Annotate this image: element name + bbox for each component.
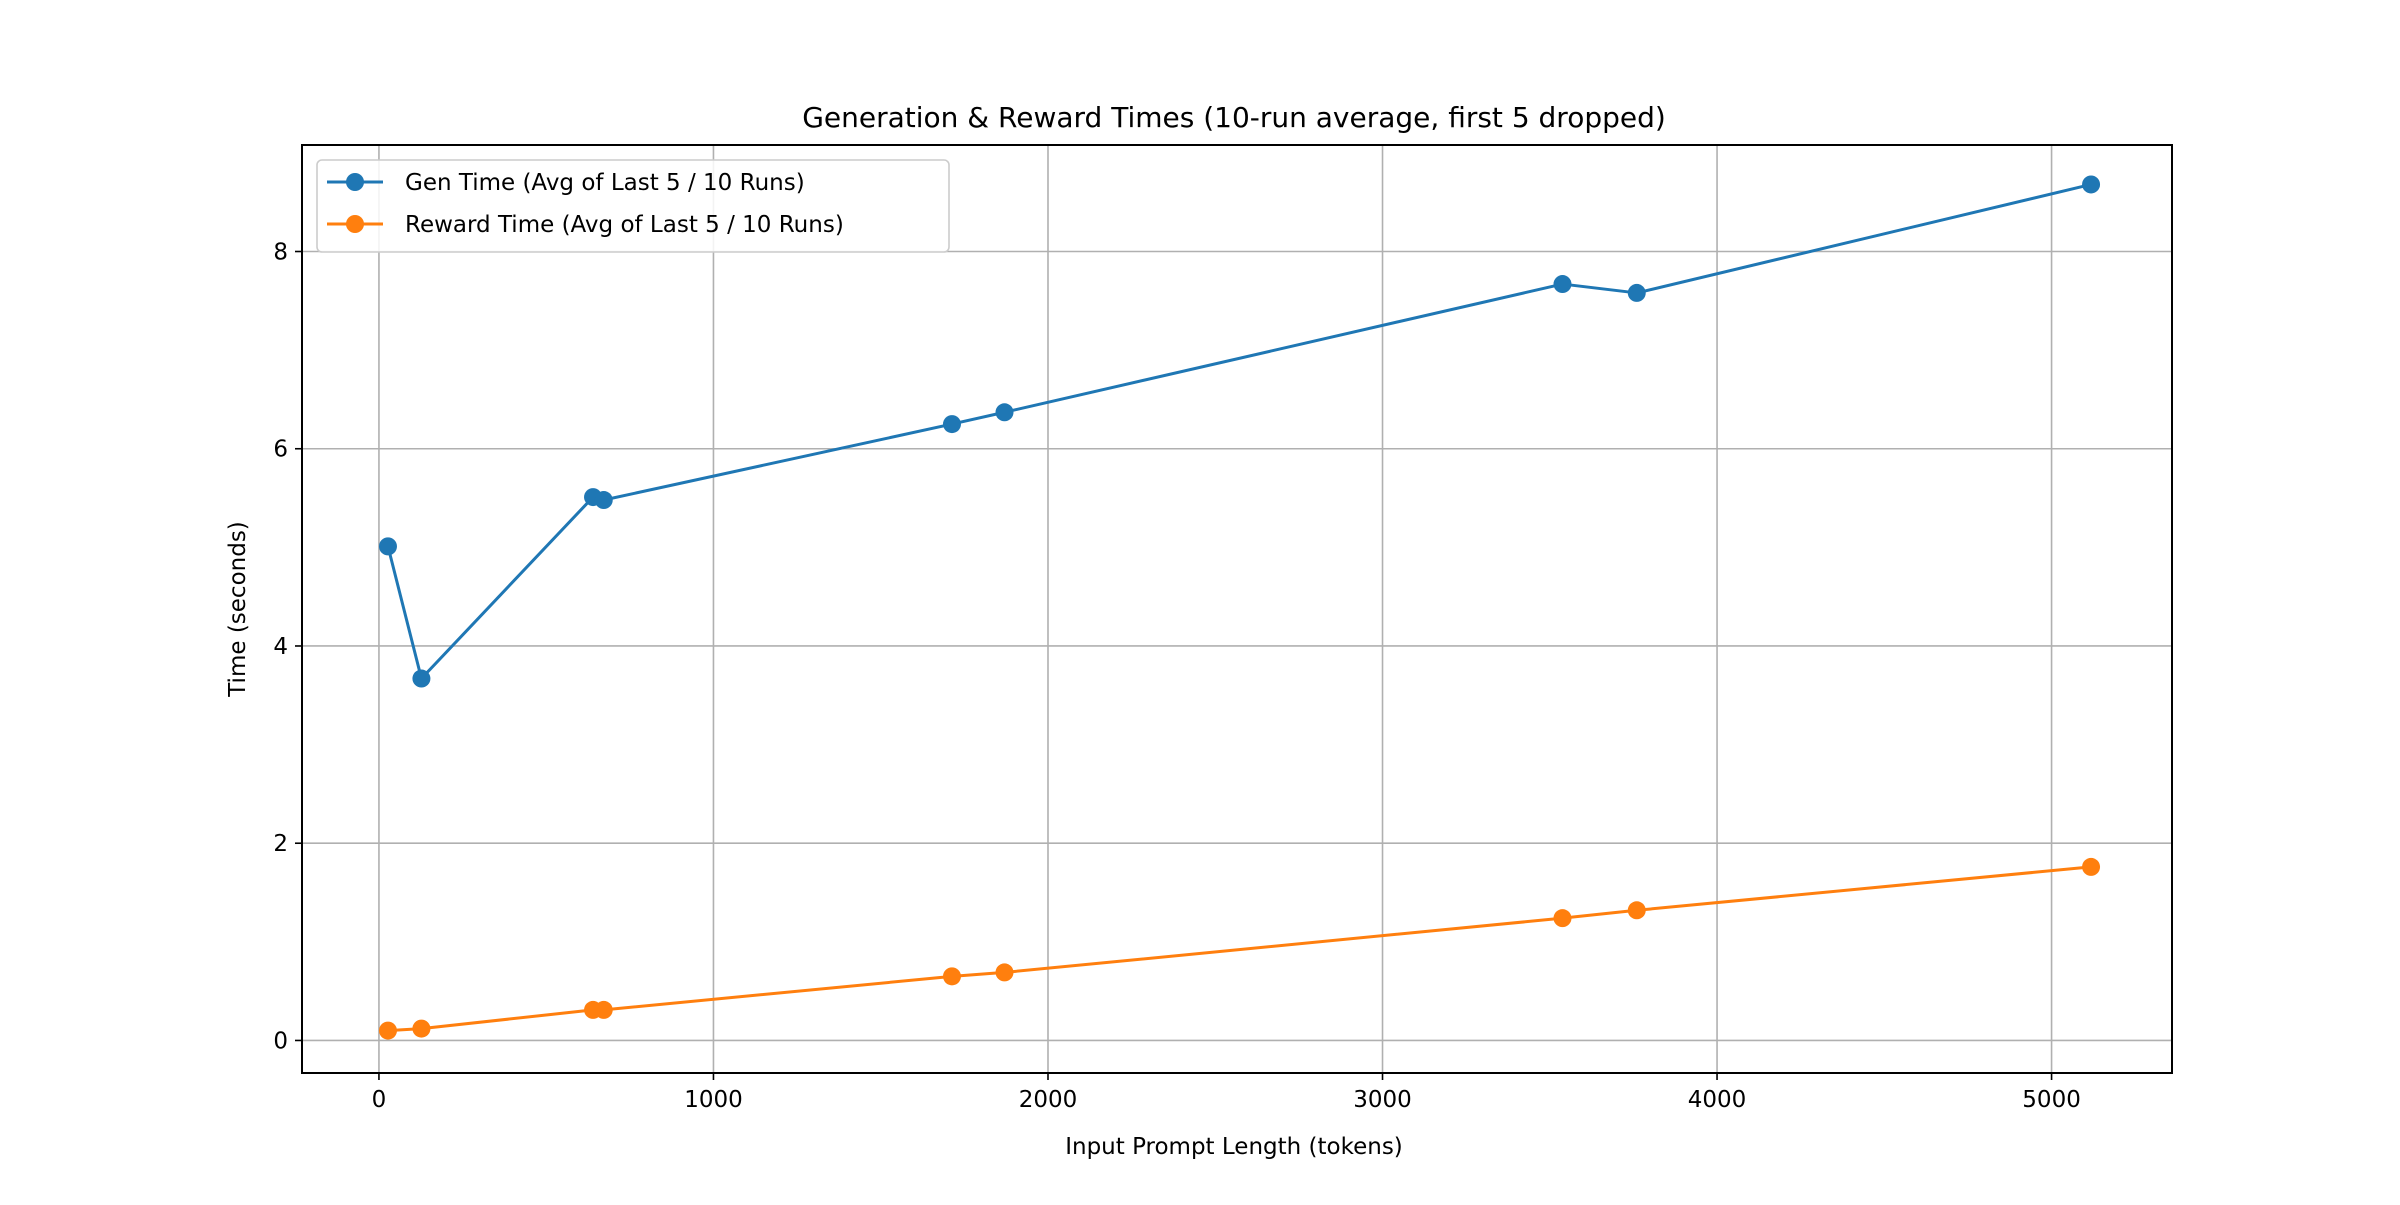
data-point [1553,909,1572,928]
legend-label: Gen Time (Avg of Last 5 / 10 Runs) [405,170,805,196]
data-point [378,1021,397,1040]
y-tick-label: 2 [273,831,288,857]
grid-lines [302,145,2172,1073]
x-tick-label: 2000 [1019,1087,1078,1113]
series-2 [378,857,2101,1040]
y-tick-label: 6 [273,437,288,463]
chart-legend: Gen Time (Avg of Last 5 / 10 Runs) Reward… [316,159,950,253]
data-point [412,1019,431,1038]
plot-area-frame [301,144,2173,1074]
data-point [995,963,1014,982]
x-tick-label: 4000 [1688,1087,1747,1113]
data-point [594,1000,613,1019]
legend-box [316,159,950,253]
data-point [2082,857,2101,876]
data-point [942,415,961,434]
data-point [995,403,1014,422]
axis-ticks: 0 1000 2000 3000 4000 5000 0 2 4 6 8 [273,240,2080,1113]
data-point [412,669,431,688]
x-tick-label: 5000 [2022,1087,2081,1113]
chart-title: Generation & Reward Times (10-run averag… [802,101,1666,134]
y-tick-label: 8 [273,240,288,266]
x-tick-label: 0 [372,1087,387,1113]
y-tick-label: 0 [273,1028,288,1054]
x-axis-label: Input Prompt Length (tokens) [1065,1134,1403,1160]
legend-marker [346,173,364,191]
data-point [378,537,397,556]
y-tick-label: 4 [273,634,288,660]
y-axis-label: Time (seconds) [225,521,251,698]
data-point [1553,275,1572,294]
series-layer [378,175,2101,1040]
legend-label: Reward Time (Avg of Last 5 / 10 Runs) [405,212,844,238]
series-1 [378,175,2101,688]
data-point [942,967,961,986]
data-point [2082,175,2101,194]
x-tick-label: 1000 [684,1087,743,1113]
x-tick-label: 3000 [1353,1087,1412,1113]
data-point [594,491,613,510]
data-point [1627,901,1646,920]
legend-marker [346,215,364,233]
data-point [1627,283,1646,302]
